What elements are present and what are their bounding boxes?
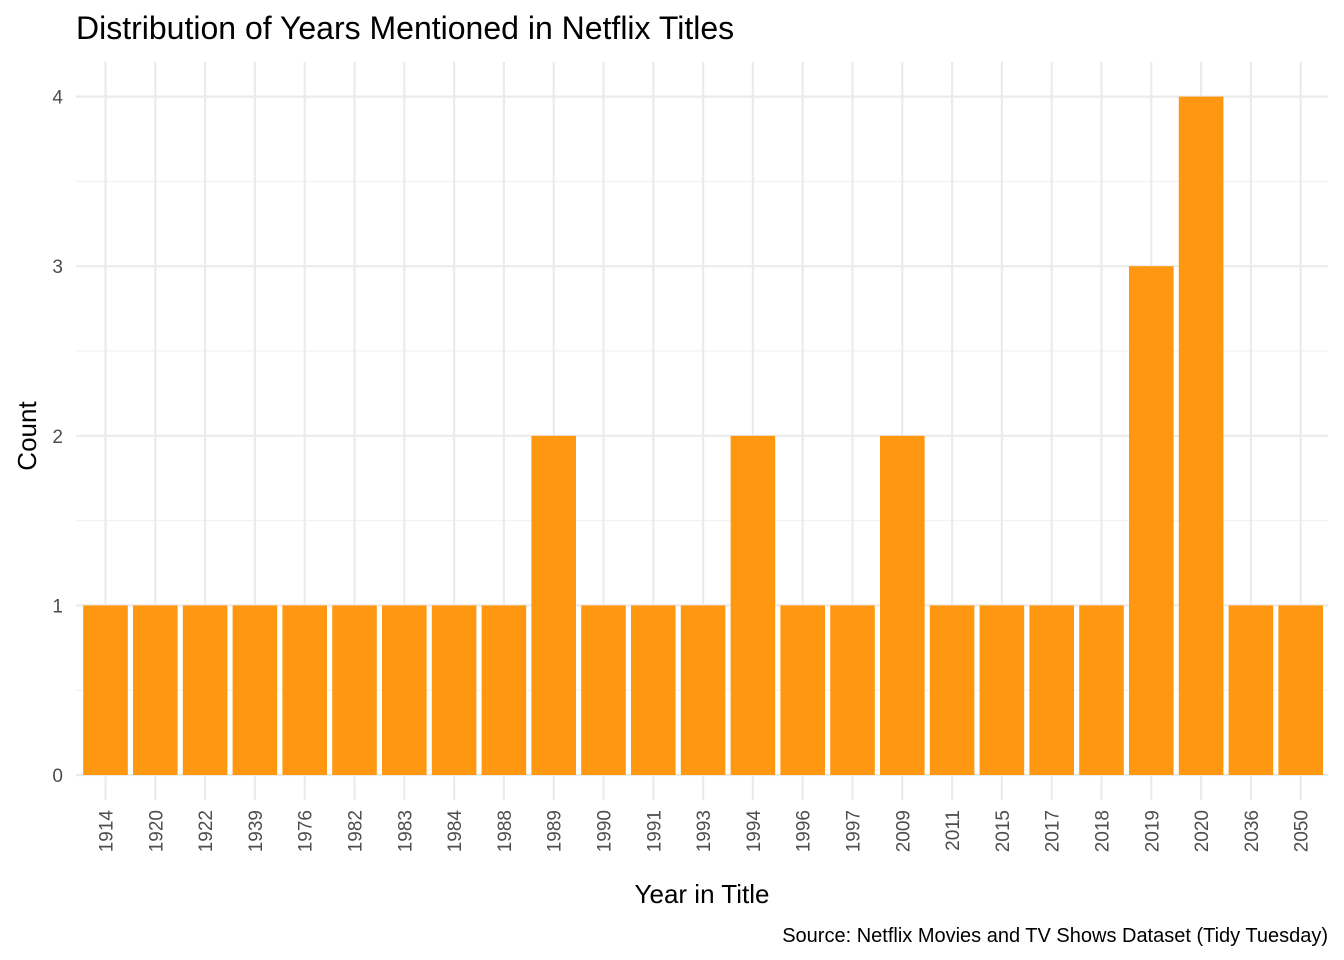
x-tick-label: 2019	[1142, 810, 1163, 852]
bar	[1029, 605, 1074, 775]
bar	[1079, 605, 1124, 775]
x-tick-label: 1989	[545, 810, 566, 852]
chart-title: Distribution of Years Mentioned in Netfl…	[76, 10, 734, 46]
bar	[780, 605, 825, 775]
bars	[83, 96, 1323, 776]
bar	[531, 435, 576, 775]
bar	[830, 605, 875, 775]
x-axis-title: Year in Title	[635, 879, 770, 909]
caption: Source: Netflix Movies and TV Shows Data…	[782, 925, 1328, 947]
bar	[979, 605, 1025, 775]
bar	[332, 605, 377, 775]
y-axis-ticks: 0 1 2 3 4	[52, 88, 63, 787]
x-tick-label: 1914	[97, 810, 118, 853]
bar	[182, 605, 228, 775]
x-tick-label: 2017	[1043, 810, 1064, 852]
y-axis-title: Count	[12, 401, 42, 471]
bar	[133, 605, 178, 775]
bar	[1278, 605, 1323, 775]
x-tick-label: 2036	[1242, 810, 1263, 852]
x-tick-label: 2018	[1093, 810, 1114, 852]
x-tick-label: 1984	[445, 810, 466, 853]
x-tick-label: 1996	[794, 810, 815, 852]
bar	[581, 605, 626, 775]
bar	[1178, 96, 1224, 776]
bar	[232, 605, 278, 775]
y-tick-label: 1	[52, 596, 63, 617]
x-tick-label: 2015	[993, 810, 1014, 852]
bar	[680, 605, 726, 775]
bar	[1129, 266, 1174, 775]
bar	[880, 435, 925, 775]
bar	[431, 605, 477, 775]
x-tick-label: 1994	[744, 810, 765, 853]
x-tick-label: 1982	[346, 810, 367, 852]
bar	[282, 605, 327, 775]
bar	[1228, 605, 1274, 775]
y-tick-label: 0	[52, 766, 63, 787]
x-tick-label: 1983	[395, 810, 416, 852]
x-tick-label: 1976	[296, 810, 317, 852]
x-tick-label: 2009	[893, 810, 914, 852]
x-tick-label: 1997	[844, 810, 865, 852]
x-tick-label: 2011	[943, 810, 964, 851]
x-tick-label: 2050	[1292, 810, 1313, 852]
bar	[481, 605, 527, 775]
x-tick-label: 1990	[595, 810, 616, 852]
x-tick-label: 1993	[694, 810, 715, 852]
bar	[730, 435, 776, 775]
bar	[631, 605, 676, 775]
x-tick-label: 2020	[1192, 810, 1213, 852]
bar	[929, 605, 975, 775]
x-tick-label: 1922	[196, 810, 217, 852]
bar	[83, 605, 128, 775]
bar	[382, 605, 427, 775]
x-tick-label: 1920	[146, 810, 167, 852]
x-tick-label: 1939	[246, 810, 267, 852]
x-tick-label: 1988	[495, 810, 516, 852]
y-tick-label: 2	[52, 427, 63, 448]
y-tick-label: 3	[52, 257, 63, 278]
x-axis-ticks: 1914 1920 1922 1939 1976 1982 1983 1984 1988 1989…	[97, 810, 1313, 853]
y-tick-label: 4	[52, 88, 63, 109]
x-tick-label: 1991	[644, 810, 665, 852]
